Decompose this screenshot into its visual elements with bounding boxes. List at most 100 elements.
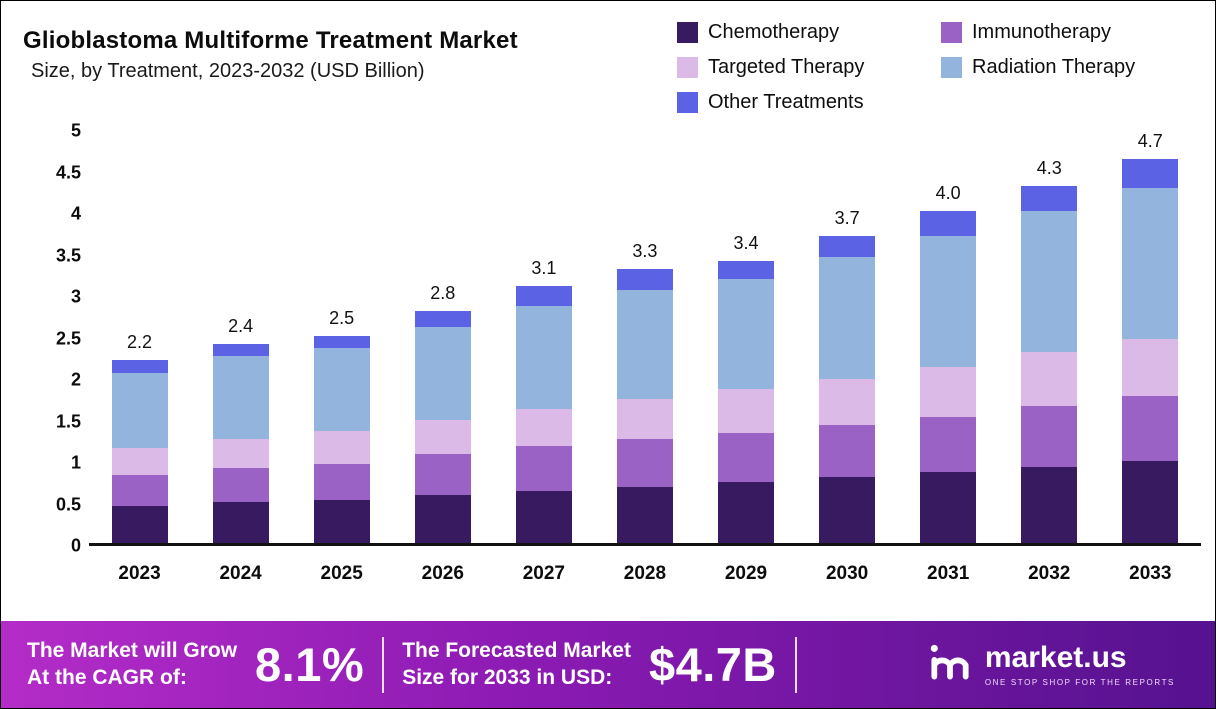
- bar-column-2032: 4.3: [1021, 131, 1078, 543]
- bar-column-2025: 2.5: [313, 131, 370, 543]
- bar-column-2029: 3.4: [718, 131, 774, 543]
- bar-segment-other-treatments: [1021, 186, 1078, 212]
- x-tick-label: 2023: [118, 563, 161, 584]
- brand-name: market.us: [984, 640, 1127, 674]
- legend-item-radiation-therapy: Radiation Therapy: [941, 50, 1205, 85]
- bar-segment-immunotherapy: [111, 474, 168, 506]
- bar-column-2024: 2.4: [212, 131, 269, 543]
- legend-label: Chemotherapy: [708, 21, 840, 43]
- bar-segment-radiation-therapy: [616, 289, 673, 400]
- bar-total-label: 3.7: [834, 207, 860, 228]
- chart-subtitle: Size, by Treatment, 2023-2032 (USD Billi…: [31, 60, 425, 82]
- bar-segment-other-treatments: [819, 235, 876, 257]
- legend-item-chemotherapy: Chemotherapy: [677, 15, 941, 50]
- bar-segment-immunotherapy: [718, 433, 774, 483]
- bar-total-label: 4.7: [1137, 131, 1163, 151]
- bar-segment-targeted-therapy: [920, 367, 977, 417]
- forecast-label-line1: The Forecasted Market: [402, 639, 631, 663]
- bar-column-2031: 4.0: [920, 131, 977, 543]
- bar-segment-other-treatments: [515, 285, 572, 307]
- y-tick-label: 4: [70, 203, 81, 224]
- x-tick-label: 2026: [421, 563, 464, 584]
- bar-segment-targeted-therapy: [111, 447, 168, 475]
- bar-total-label: 2.5: [329, 307, 355, 328]
- bar-total-label: 2.2: [127, 332, 153, 353]
- bar-segment-targeted-therapy: [212, 439, 269, 469]
- bar-segment-radiation-therapy: [313, 347, 370, 431]
- bar-segment-chemotherapy: [819, 477, 876, 543]
- x-tick-label: 2030: [825, 563, 869, 584]
- legend-swatch: [941, 22, 962, 43]
- stacked-bar-plot: 2.2 2.4 2.5 2.8 3.1 3.3 3.4 3.7 4.0 4.3 4.7: [89, 131, 1201, 546]
- legend-item-immunotherapy: Immunotherapy: [941, 15, 1205, 50]
- bar-segment-immunotherapy: [313, 464, 370, 500]
- bar-column-2028: 3.3: [616, 131, 673, 543]
- brand-tagline: ONE STOP SHOP FOR THE REPORTS: [984, 677, 1175, 687]
- cagr-label-line2: At the CAGR of:: [27, 665, 187, 689]
- bar-segment-chemotherapy: [920, 472, 977, 543]
- y-tick-label: 3: [70, 286, 81, 307]
- marketus-logo-icon: [927, 639, 973, 690]
- brand-text: market.us ONE STOP SHOP FOR THE REPORTS: [984, 640, 1175, 687]
- y-tick-label: 0: [70, 535, 81, 556]
- bar-total-label: 4.0: [935, 183, 961, 204]
- bar-column-2030: 3.7: [819, 131, 876, 543]
- x-tick-label: 2029: [724, 563, 768, 584]
- bar-segment-chemotherapy: [313, 499, 370, 543]
- bar-segment-chemotherapy: [111, 505, 168, 543]
- bar-total-label: 2.4: [228, 315, 254, 336]
- bar-segment-immunotherapy: [920, 416, 977, 473]
- bar-segment-targeted-therapy: [414, 420, 471, 455]
- y-tick-label: 0.5: [55, 494, 81, 514]
- bar-segment-immunotherapy: [1122, 395, 1179, 462]
- legend-label: Radiation Therapy: [972, 56, 1136, 78]
- forecast-value: $4.7B: [648, 638, 777, 691]
- legend-label: Immunotherapy: [972, 21, 1111, 43]
- y-tick-label: 1: [70, 452, 81, 473]
- bar-segment-chemotherapy: [212, 502, 269, 543]
- y-tick-label: 3.5: [55, 245, 81, 265]
- bar-segment-radiation-therapy: [1021, 211, 1078, 353]
- bar-segment-radiation-therapy: [1122, 187, 1179, 339]
- cagr-value: 8.1%: [255, 638, 365, 691]
- bar-total-label: 2.8: [430, 282, 456, 303]
- title-block: Glioblastoma Multiforme Treatment Market…: [23, 27, 518, 83]
- x-tick-label: 2024: [219, 563, 262, 584]
- bar-segment-radiation-therapy: [212, 356, 269, 440]
- bar-segment-chemotherapy: [616, 486, 673, 543]
- bar-column-2026: 2.8: [414, 131, 471, 543]
- legend-swatch: [677, 57, 698, 78]
- bar-segment-other-treatments: [313, 335, 370, 348]
- x-axis: 2023 2024 2025 2026 2027 2028 2029 2030 2031 2032…: [89, 563, 1201, 585]
- bar-total-label: 3.3: [632, 241, 658, 262]
- cagr-label: The Market will Grow At the CAGR of:: [27, 638, 237, 691]
- forecast-label-line2: Size for 2033 in USD:: [402, 665, 613, 689]
- brand-block: market.us ONE STOP SHOP FOR THE REPORTS: [927, 639, 1189, 690]
- bar-segment-chemotherapy: [515, 490, 572, 543]
- bar-segment-radiation-therapy: [111, 372, 168, 448]
- x-tick-label: 2033: [1129, 563, 1172, 584]
- bar-total-label: 3.4: [733, 232, 759, 253]
- forecast-label: The Forecasted Market Size for 2033 in U…: [402, 638, 631, 691]
- bar-segment-radiation-therapy: [819, 256, 876, 379]
- footer-banner: The Market will Grow At the CAGR of: 8.1…: [1, 621, 1215, 708]
- y-tick-label: 1.5: [55, 411, 81, 431]
- y-tick-label: 2: [70, 369, 81, 390]
- legend-swatch: [941, 57, 962, 78]
- bar-segment-immunotherapy: [515, 445, 572, 491]
- footer-divider: [794, 636, 797, 693]
- bar-segment-other-treatments: [1122, 159, 1179, 188]
- cagr-label-line1: The Market will Grow: [27, 639, 238, 663]
- bar-total-label: 3.1: [531, 257, 557, 278]
- y-axis: 5 4.5 4 3.5 3 2.5 2 1.5 1 0.5 0: [29, 121, 81, 556]
- legend-label: Other Treatments: [708, 91, 864, 113]
- bar-segment-immunotherapy: [819, 425, 876, 478]
- bar-segment-other-treatments: [920, 211, 977, 236]
- bar-segment-chemotherapy: [1021, 466, 1078, 543]
- bar-segment-other-treatments: [616, 269, 673, 290]
- bar-segment-targeted-therapy: [515, 408, 572, 446]
- bar-segment-immunotherapy: [414, 454, 471, 495]
- x-tick-label: 2027: [522, 563, 565, 584]
- legend: Chemotherapy Immunotherapy Targeted Therap…: [677, 15, 1205, 120]
- bar-column-2023: 2.2: [111, 131, 168, 543]
